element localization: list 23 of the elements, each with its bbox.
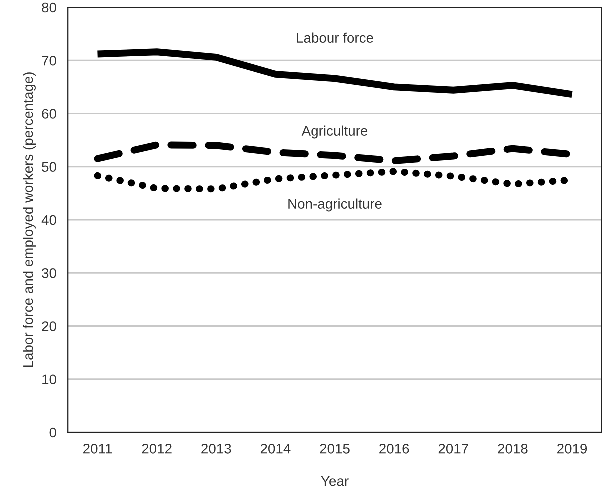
x-tick-label: 2018 xyxy=(498,444,528,454)
x-tick-label: 2016 xyxy=(380,444,410,454)
x-tick-label: 2015 xyxy=(320,444,350,454)
y-tick-label: 80 xyxy=(42,2,56,13)
x-tick-label: 2013 xyxy=(202,444,232,454)
x-tick-label: 2019 xyxy=(558,444,588,454)
series-label: Agriculture xyxy=(302,126,368,139)
x-axis-title: Year xyxy=(321,476,349,486)
series-label: Non-agriculture xyxy=(288,198,382,212)
x-tick-label: 2011 xyxy=(84,444,112,454)
x-tick-label: 2014 xyxy=(260,444,291,454)
text: Labour force xyxy=(297,32,374,44)
y-tick-label: 50 xyxy=(42,162,56,172)
y-tick-label: 40 xyxy=(42,215,56,226)
y-tick-label: 70 xyxy=(42,56,56,66)
y-tick-label: 10 xyxy=(42,374,56,385)
y-tick-label: 20 xyxy=(42,322,56,332)
y-axis-title: Labor force and employed workers (percentage) xyxy=(23,72,36,368)
y-tick-label: 60 xyxy=(42,109,56,119)
x-tick-label: 2012 xyxy=(142,444,172,454)
y-tick-label: 30 xyxy=(42,268,56,278)
x-tick-label: 2017 xyxy=(438,444,468,454)
y-tick-label: 0 xyxy=(50,428,56,438)
